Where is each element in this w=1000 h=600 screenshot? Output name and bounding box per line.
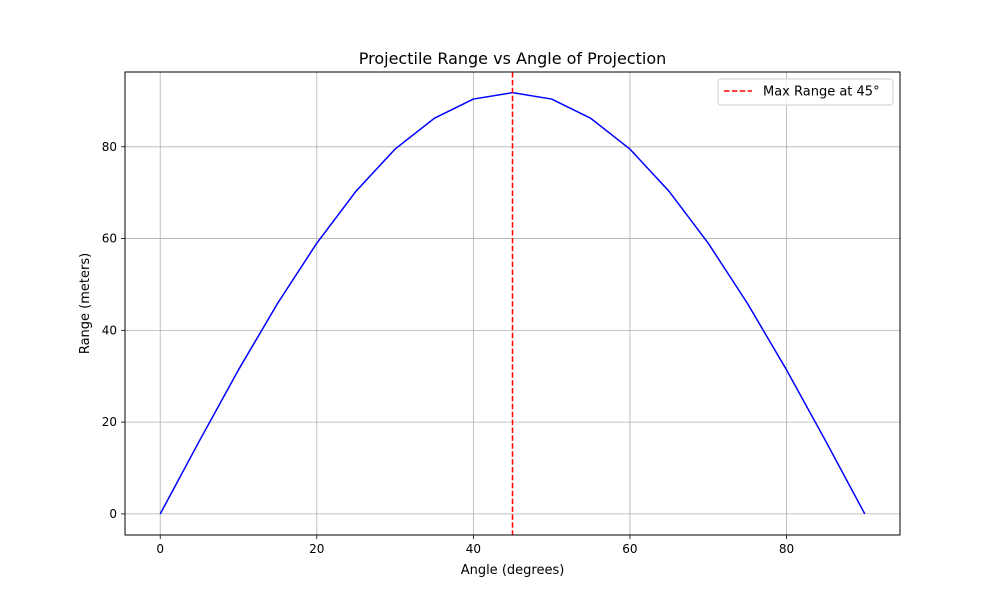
x-tick-label: 0: [156, 542, 164, 556]
x-tick-label: 20: [309, 542, 324, 556]
plot-frame: [124, 71, 901, 536]
y-tick-label: 20: [102, 415, 117, 429]
legend: Max Range at 45°: [717, 78, 894, 106]
y-tick-label: 80: [102, 140, 117, 154]
y-tick-label: 40: [102, 323, 117, 337]
plot-area: [159, 72, 866, 535]
y-tick-label: 0: [109, 507, 117, 521]
x-tick-label: 60: [622, 542, 637, 556]
x-tick-label: 80: [779, 542, 794, 556]
y-tick-label: 60: [102, 232, 117, 246]
x-axis-label: Angle (degrees): [461, 563, 565, 578]
legend-box: [717, 78, 894, 106]
chart-title: Projectile Range vs Angle of Projection: [359, 49, 667, 68]
x-tick-label: 40: [466, 542, 481, 556]
x-axis-ticks: 0 20 40 60 80: [156, 535, 794, 556]
y-axis-ticks: 0 20 40 60 80: [102, 140, 125, 521]
y-axis-label: Range (meters): [78, 253, 93, 354]
legend-label-max-range: Max Range at 45°: [763, 85, 880, 100]
